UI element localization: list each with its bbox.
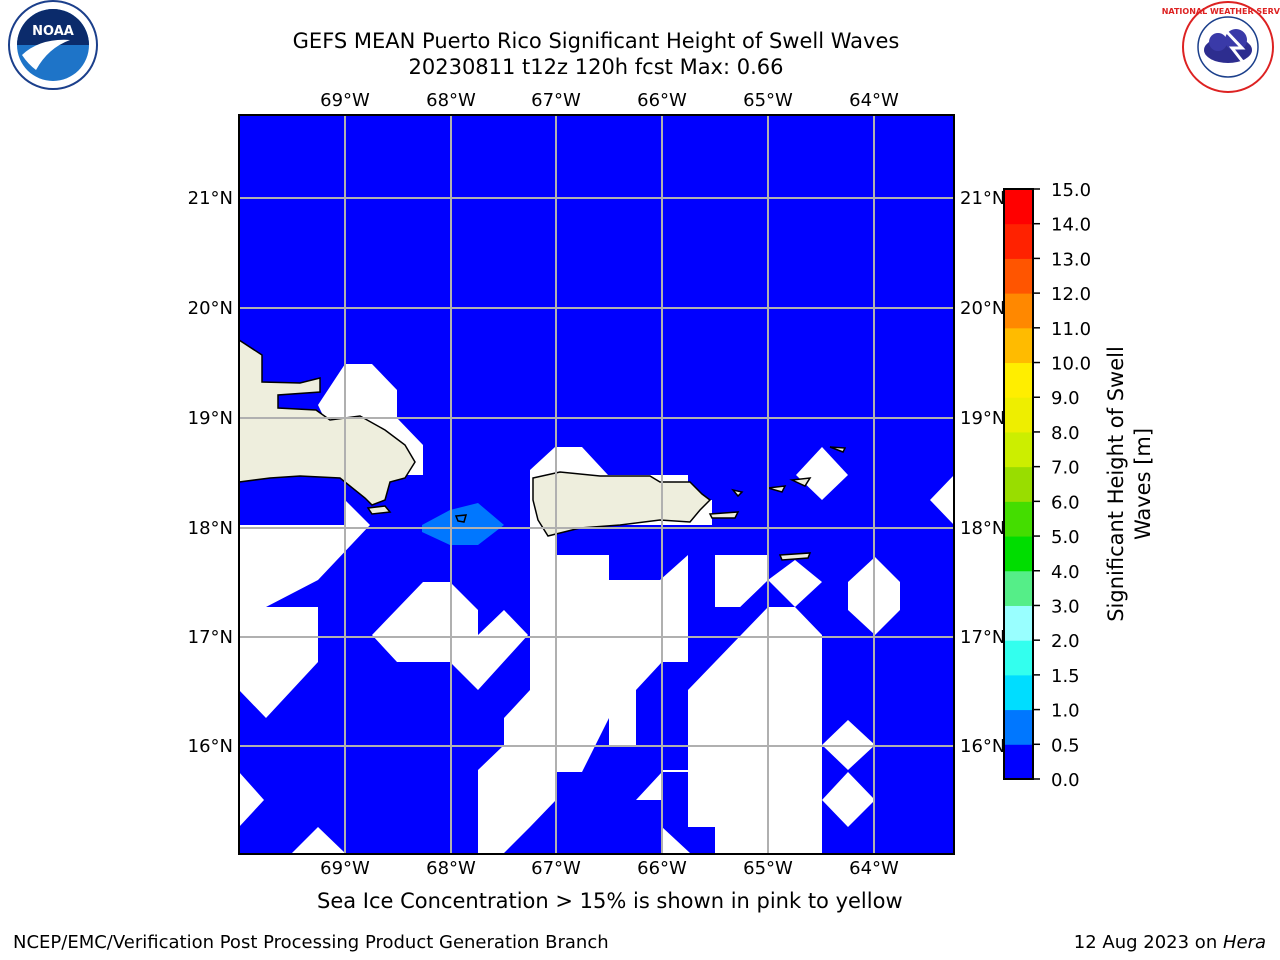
lon-label-top: 65°W [743, 90, 793, 111]
colorbar-swatch [1004, 501, 1033, 537]
noaa-logo-text: NOAA [32, 24, 74, 39]
hispaniola-land [238, 338, 416, 506]
map-frame [238, 114, 955, 855]
colorbar-swatch [1004, 466, 1033, 502]
lon-label-top: 66°W [637, 90, 687, 111]
colorbar-tick-label: 2.0 [1051, 631, 1080, 652]
lat-label-right: 19°N [960, 408, 1005, 429]
footer-date-text: 12 Aug 2023 on [1073, 932, 1223, 953]
colorbar-tick-label: 13.0 [1051, 249, 1091, 270]
colorbar-tick-label: 11.0 [1051, 319, 1091, 340]
colorbar-swatch [1004, 189, 1033, 225]
swell-0p5-1p0-area [422, 503, 504, 545]
colorbar-swatch [1004, 605, 1033, 641]
lon-label-top: 68°W [426, 90, 476, 111]
nws-logo: NATIONAL WEATHER SERVICE [1162, 1, 1280, 93]
virgin-islands-land-2 [789, 477, 812, 487]
colorbar-tick-label: 1.5 [1051, 666, 1080, 687]
vieques-land [708, 511, 740, 519]
lon-label-top: 67°W [531, 90, 581, 111]
colorbar-swatch [1004, 327, 1033, 364]
lat-label-left: 17°N [188, 627, 233, 648]
lon-label-bottom: 65°W [743, 858, 793, 879]
colorbar-tick-label: 15.0 [1051, 180, 1091, 201]
st-croix-land [778, 552, 812, 561]
colorbar-swatch [1004, 223, 1033, 259]
lat-label-right: 18°N [960, 518, 1005, 539]
colorbar-swatch [1004, 293, 1033, 329]
colorbar-swatch [1004, 709, 1033, 745]
colorbar-tick-label: 14.0 [1051, 215, 1091, 236]
lon-label-bottom: 69°W [320, 858, 370, 879]
colorbar-tick-label: 5.0 [1051, 527, 1080, 548]
footer-date: 12 Aug 2023 on Hera [1074, 932, 1266, 953]
map-area [238, 114, 955, 855]
colorbar-swatch [1004, 397, 1033, 433]
lat-label-left: 18°N [188, 518, 233, 539]
lon-label-top: 64°W [849, 90, 899, 111]
culebra-land [731, 488, 744, 498]
virgin-islands-land [767, 485, 787, 493]
lat-labels-left: 21°N 20°N 19°N 18°N 17°N 16°N [188, 188, 233, 757]
puerto-rico-land [532, 471, 712, 537]
colorbar-frame [1003, 188, 1034, 780]
map-title: GEFS MEAN Puerto Rico Significant Height… [292, 29, 900, 53]
colorbar-swatch [1004, 744, 1033, 780]
colorbar-swatch [1004, 674, 1033, 711]
colorbar-tick-label: 1.0 [1051, 701, 1080, 722]
lat-label-right: 21°N [960, 188, 1005, 209]
colorbar-label-line2: Waves [m] [1131, 428, 1155, 540]
colorbar-swatch [1004, 258, 1033, 294]
footer-credit: NCEP/EMC/Verification Post Processing Pr… [13, 932, 609, 953]
lon-label-top: 69°W [320, 90, 370, 111]
colorbar-swatch [1004, 362, 1033, 398]
colorbar-tick-label: 7.0 [1051, 458, 1080, 479]
map-subtitle: 20230811 t12z 120h fcst Max: 0.66 [408, 55, 784, 79]
lat-label-left: 19°N [188, 408, 233, 429]
lon-label-bottom: 64°W [849, 858, 899, 879]
lat-label-right: 16°N [960, 736, 1005, 757]
isla-mona-land [454, 514, 468, 523]
colorbar-tick-label: 0.5 [1051, 735, 1080, 756]
isla-saona-land [366, 505, 392, 515]
colorbar: 0.0 0.5 1.0 1.5 2.0 3.0 4.0 5.0 6.0 7.0 8.0 9.0 10.0… [1003, 180, 1155, 791]
anegada-land [829, 446, 847, 453]
lat-label-left: 16°N [188, 736, 233, 757]
colorbar-swatch [1004, 570, 1033, 606]
colorbar-swatch [1004, 536, 1033, 572]
colorbar-swatch [1004, 640, 1033, 676]
colorbar-tick-label: 0.0 [1051, 770, 1080, 791]
colorbar-tick-label: 12.0 [1051, 284, 1091, 305]
colorbar-tick-label: 6.0 [1051, 492, 1080, 513]
colorbar-tick-label: 4.0 [1051, 562, 1080, 583]
lat-label-left: 21°N [188, 188, 233, 209]
footer-machine: Hera [1222, 932, 1266, 953]
lat-label-right: 20°N [960, 298, 1005, 319]
lat-label-left: 20°N [188, 298, 233, 319]
map-gridlines [239, 115, 954, 854]
colorbar-swatches [1004, 189, 1033, 780]
colorbar-tick-label: 10.0 [1051, 354, 1091, 375]
nws-logo-text: NATIONAL WEATHER SERVICE [1162, 7, 1280, 16]
colorbar-swatch [1004, 431, 1033, 468]
lon-labels-top: 69°W 68°W 67°W 66°W 65°W 64°W [320, 90, 899, 111]
colorbar-tick-label: 9.0 [1051, 388, 1080, 409]
colorbar-ticks: 0.0 0.5 1.0 1.5 2.0 3.0 4.0 5.0 6.0 7.0 8.0 9.0 10.0… [1033, 180, 1091, 791]
noaa-logo: NOAA [8, 0, 98, 90]
lat-label-right: 17°N [960, 627, 1005, 648]
lon-labels-bottom: 69°W 68°W 67°W 66°W 65°W 64°W [320, 858, 899, 879]
land-masses [238, 338, 847, 561]
colorbar-label-line1: Significant Height of Swell [1104, 346, 1128, 622]
lon-label-bottom: 67°W [531, 858, 581, 879]
colorbar-tick-label: 8.0 [1051, 423, 1080, 444]
lon-label-bottom: 68°W [426, 858, 476, 879]
colorbar-tick-label: 3.0 [1051, 596, 1080, 617]
lon-label-bottom: 66°W [637, 858, 687, 879]
sea-ice-note: Sea Ice Concentration > 15% is shown in … [317, 889, 903, 913]
lat-labels-right: 21°N 20°N 19°N 18°N 17°N 16°N [960, 188, 1005, 757]
